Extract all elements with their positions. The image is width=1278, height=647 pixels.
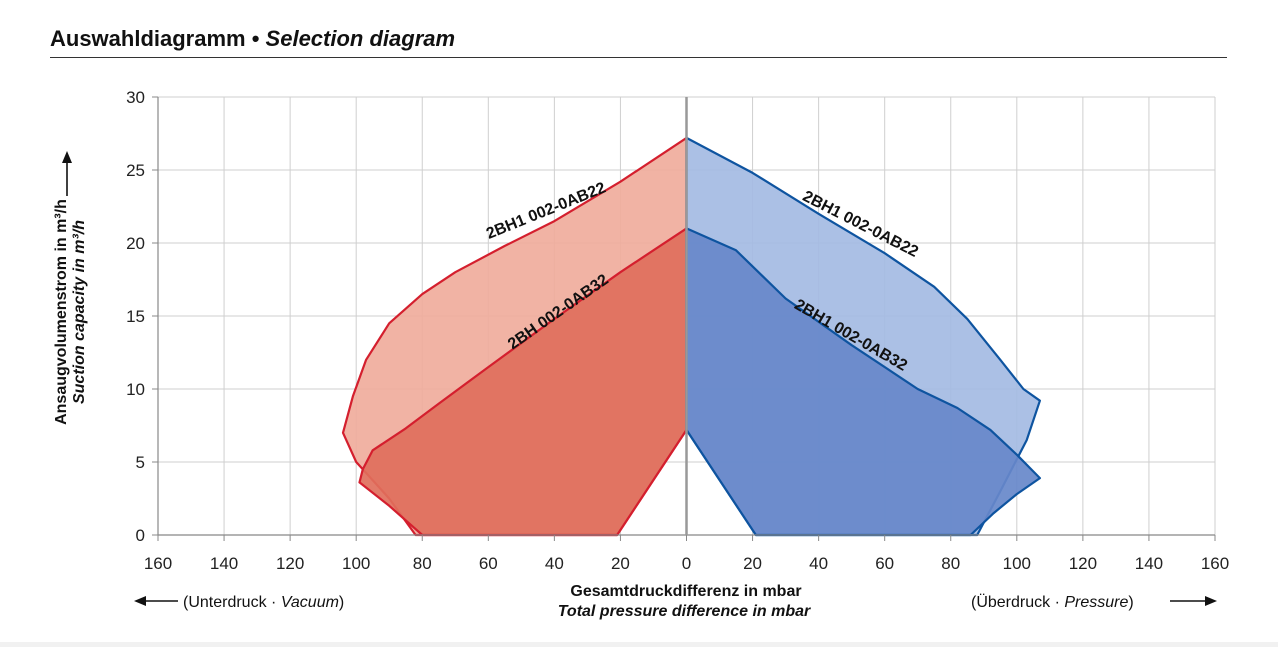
y-tick-label: 30 [126, 88, 145, 107]
x-tick-label: 20 [611, 554, 630, 573]
x-axis-title: Gesamtdruckdifferenz in mbar [570, 583, 801, 600]
y-tick-label: 10 [126, 380, 145, 399]
x-tick-label: 120 [276, 554, 304, 573]
x-tick-label: 40 [545, 554, 564, 573]
x-tick-label: 20 [743, 554, 762, 573]
x-tick-label: 100 [1003, 554, 1031, 573]
title-de: Auswahldiagramm • [50, 26, 260, 51]
x-tick-label: 80 [413, 554, 432, 573]
x-tick-label: 160 [1201, 554, 1229, 573]
x-tick-label: 140 [210, 554, 238, 573]
x-tick-label: 60 [875, 554, 894, 573]
footer-band [0, 642, 1278, 647]
x-tick-label: 60 [479, 554, 498, 573]
y-tick-label: 5 [136, 453, 145, 472]
chart-areas [341, 136, 1042, 537]
y-tick-label: 25 [126, 161, 145, 180]
vacuum-arrow-icon [134, 596, 178, 606]
y-axis-title-en: Suction capacity in m³/h [71, 220, 88, 404]
x-tick-label: 40 [809, 554, 828, 573]
x-axis-title-en: Total pressure difference in mbar [558, 603, 811, 620]
y-axis-arrow-icon [62, 151, 72, 196]
vacuum-caption: (Unterdruck · Vacuum) [183, 594, 344, 611]
x-tick-label: 120 [1069, 554, 1097, 573]
x-tick-label: 160 [144, 554, 172, 573]
page-title: Auswahldiagramm • Selection diagram [50, 26, 455, 52]
x-tick-label: 80 [941, 554, 960, 573]
x-tick-label: 100 [342, 554, 370, 573]
chart-ticks: 160 140 120 100 80 60 40 20 0 20 40 60 80 100 120 140 16… [126, 88, 1229, 573]
y-tick-label: 20 [126, 234, 145, 253]
y-tick-label: 15 [126, 307, 145, 326]
title-divider [50, 57, 1227, 58]
x-tick-label: 140 [1135, 554, 1163, 573]
pressure-caption: (Überdruck · Pressure) [971, 593, 1134, 611]
pressure-arrow-icon [1170, 596, 1217, 606]
y-axis-title: Ansaugvolumenstrom in m³/h [53, 199, 70, 425]
y-tick-label: 0 [136, 526, 145, 545]
title-en: Selection diagram [265, 26, 456, 51]
x-tick-label: 0 [682, 554, 691, 573]
